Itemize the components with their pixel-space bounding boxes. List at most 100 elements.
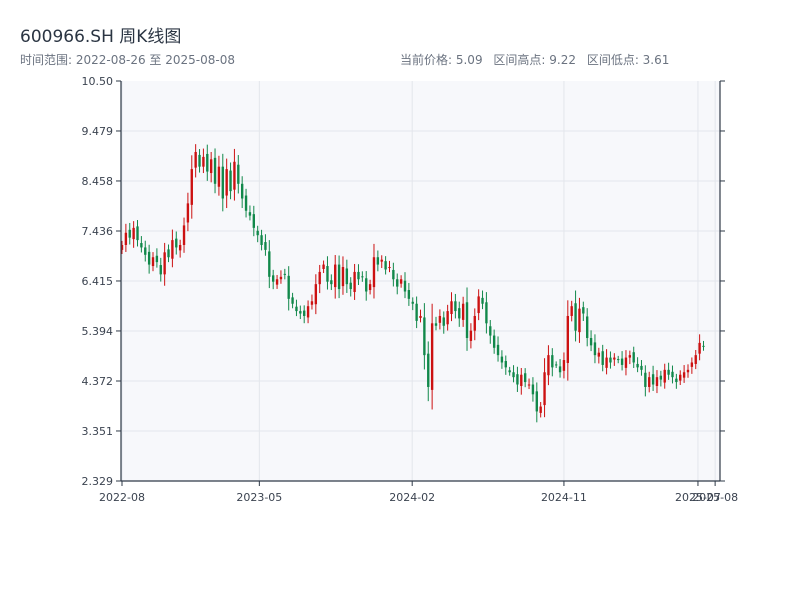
candle-body (260, 235, 263, 245)
candle-body (640, 365, 643, 370)
candle-body (624, 357, 628, 368)
x-tick-label: 2022-08 (99, 491, 145, 504)
candle-body (427, 353, 430, 387)
candle-body (407, 290, 411, 299)
candle-body (628, 355, 632, 358)
candle-body (543, 372, 546, 406)
candle-body (264, 242, 267, 250)
price-stats: 当前价格: 5.09 区间高点: 9.22 区间低点: 3.61 (400, 51, 669, 68)
candle-body (531, 384, 535, 395)
y-tick-label: 4.372 (82, 375, 114, 388)
candle-body (539, 406, 542, 413)
candle-body (438, 315, 442, 323)
candle-body (663, 369, 666, 383)
candle-body (306, 306, 310, 318)
candle-body (492, 335, 496, 348)
candle-body (202, 156, 205, 167)
candle-body (252, 214, 255, 228)
candle-body (659, 375, 663, 380)
candle-body (636, 363, 639, 368)
candle-body (190, 169, 193, 205)
interval-high-label: 区间高点: 9.22 (493, 53, 576, 67)
candle-body (613, 357, 616, 360)
candle-body (415, 303, 418, 321)
y-tick-label: 6.415 (82, 275, 114, 288)
candle-body (617, 359, 620, 361)
candle-body (450, 301, 453, 315)
candle-body (411, 301, 414, 304)
y-tick-label: 10.50 (82, 75, 114, 88)
candle-body (597, 352, 601, 357)
candle-body (213, 157, 217, 184)
candle-body (667, 369, 670, 375)
candle-body (345, 268, 349, 285)
x-tick-label: 2024-11 (541, 491, 587, 504)
candle-body (535, 391, 538, 412)
candle-body (163, 252, 166, 275)
candle-body (516, 374, 519, 385)
candle-body (512, 372, 515, 378)
candle-body (147, 251, 151, 265)
candle-body (233, 161, 236, 190)
y-tick-label: 5.394 (82, 325, 114, 338)
candle-body (694, 355, 697, 364)
candle-body (465, 302, 469, 339)
candle-body (365, 278, 368, 292)
candle-body (268, 251, 271, 277)
candle-body (322, 264, 325, 269)
candle-body (368, 284, 372, 291)
candle-body (151, 257, 155, 267)
candle-body (159, 265, 162, 275)
candle-body (423, 317, 426, 356)
candle-body (469, 330, 473, 341)
candle-body (430, 323, 434, 390)
candle-body (508, 370, 511, 373)
candle-body (570, 306, 573, 316)
y-tick-label: 9.479 (82, 125, 114, 138)
candle-body (330, 280, 333, 285)
candle-body (349, 282, 352, 290)
candle-body (244, 195, 248, 211)
candle-body (376, 257, 380, 265)
x-tick-label: 2025-08 (692, 491, 738, 504)
candle-body (283, 273, 287, 275)
candle-body (221, 166, 224, 199)
candle-body (399, 279, 403, 284)
candle-body (178, 244, 182, 251)
candle-body (682, 372, 686, 378)
candle-body (140, 243, 143, 248)
y-tick-label: 3.351 (82, 425, 114, 438)
candle-body (651, 374, 655, 385)
candle-body (605, 357, 608, 368)
candle-body (698, 342, 701, 354)
current-price-label: 当前价格: 5.09 (400, 53, 483, 67)
candle-body (337, 264, 341, 290)
candles (120, 144, 705, 423)
candle-body (392, 269, 395, 280)
candle-body (334, 264, 337, 288)
candle-body (275, 279, 279, 285)
candle-body (167, 249, 170, 258)
candle-body (361, 276, 364, 278)
candle-body (136, 226, 139, 241)
candle-body (578, 308, 581, 333)
candle-body (240, 183, 244, 199)
candle-body (671, 371, 674, 378)
candle-body (326, 266, 329, 282)
candle-body (186, 203, 190, 223)
candle-body (632, 352, 635, 363)
candle-body (446, 311, 449, 325)
x-tick-label: 2024-02 (389, 491, 435, 504)
candle-body (372, 257, 376, 288)
x-tick-label: 2023-05 (236, 491, 282, 504)
grid-lines (121, 81, 720, 481)
candle-body (144, 247, 147, 255)
candle-body (523, 373, 527, 383)
candle-body (175, 238, 178, 248)
candle-body (554, 364, 558, 366)
candle-body (198, 154, 201, 167)
candle-body (155, 255, 159, 263)
candle-body (454, 301, 457, 312)
candle-body (489, 326, 492, 336)
